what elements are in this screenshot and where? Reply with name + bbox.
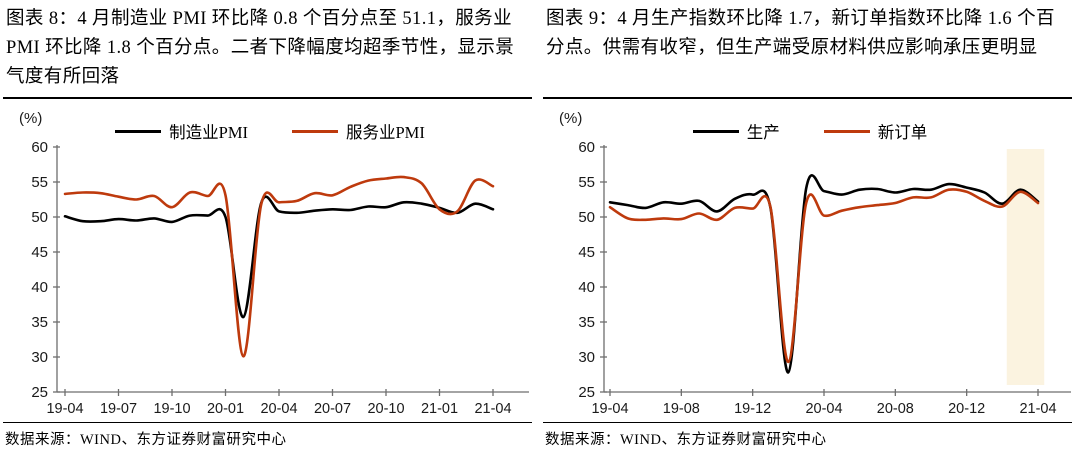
y-axis: 25 30 35 40 45 50 55 60 — [578, 139, 607, 401]
x-tick-label: 20-07 — [314, 401, 351, 416]
x-tick-label: 21-04 — [1019, 401, 1056, 416]
legend-label: 制造业PMI — [169, 123, 248, 142]
caption-divider — [543, 97, 1072, 99]
source-note: 数据来源：WIND、东方证券财富研究中心 — [545, 432, 827, 448]
x-tick-label: 20-10 — [367, 401, 404, 416]
y-axis-unit-label: (%) — [559, 110, 583, 127]
legend-item-manufacturing-pmi: 制造业PMI — [115, 119, 248, 143]
x-axis: 19-04 19-07 19-10 20-01 20-04 20-07 20-10 21-01… — [46, 389, 529, 416]
x-tick-label: 19-04 — [591, 401, 628, 416]
x-axis: 19-04 19-08 19-12 20-04 20-08 20-12 21-04 — [591, 389, 1071, 416]
source-divider — [543, 422, 1072, 423]
source-divider — [3, 422, 532, 423]
figure-8-caption: 图表 8：4 月制造业 PMI 环比降 0.8 个百分点至 51.1，服务业 P… — [6, 9, 515, 87]
y-tick-label: 30 — [31, 349, 48, 366]
source-note: 数据来源：WIND、东方证券财富研究中心 — [5, 432, 287, 448]
legend-line-swatch-black — [692, 129, 739, 133]
x-tick-label: 21-01 — [421, 401, 458, 416]
x-tick-label: 21-04 — [474, 401, 511, 416]
x-tick-label: 19-12 — [734, 401, 771, 416]
x-tick-label: 19-04 — [46, 401, 83, 416]
figure-9-chart-area: (%) 生产 新订单 25 30 35 40 45 50 55 60 19-04 19-08 19-… — [540, 98, 1080, 416]
legend-label: 生产 — [746, 123, 780, 142]
x-tick-label: 20-04 — [260, 401, 297, 416]
figure-9-line-chart: 25 30 35 40 45 50 55 60 19-04 19-08 19-12 20-04 20-0… — [578, 139, 1071, 416]
y-tick-label: 25 — [31, 384, 48, 401]
legend-label: 服务业PMI — [346, 123, 425, 142]
highlight-band — [1006, 149, 1045, 385]
y-tick-label: 35 — [578, 314, 595, 331]
figure-8-legend: 制造业PMI 服务业PMI — [0, 119, 540, 143]
y-tick-label: 55 — [578, 174, 595, 191]
y-axis-unit-label: (%) — [19, 110, 43, 127]
x-tick-label: 20-12 — [948, 401, 985, 416]
figure-8-line-chart: 25 30 35 40 45 50 55 60 19-04 19-07 19-10 20-01 20-0… — [31, 139, 529, 416]
legend-item-services-pmi: 服务业PMI — [292, 119, 425, 143]
figure-9-panel: 图表 9：4 月生产指数环比降 1.7，新订单指数环比降 1.6 个百分点。供需… — [540, 0, 1080, 462]
x-tick-label: 20-01 — [207, 401, 244, 416]
y-tick-label: 45 — [31, 244, 48, 261]
y-tick-label: 40 — [31, 279, 48, 296]
x-tick-label: 19-08 — [663, 401, 700, 416]
y-tick-label: 25 — [578, 384, 595, 401]
y-tick-label: 30 — [578, 349, 595, 366]
figure-8-chart-area: (%) 制造业PMI 服务业PMI 25 30 35 40 45 50 55 60 19-04 1… — [0, 98, 540, 416]
x-tick-label: 19-07 — [100, 401, 137, 416]
y-tick-label: 60 — [578, 139, 595, 156]
y-axis: 25 30 35 40 45 50 55 60 — [31, 139, 60, 401]
y-tick-label: 45 — [578, 244, 595, 261]
figure-9-caption: 图表 9：4 月生产指数环比降 1.7，新订单指数环比降 1.6 个百分点。供需… — [546, 9, 1055, 58]
series-line-0 — [63, 195, 495, 319]
figure-9-legend: 生产 新订单 — [540, 119, 1080, 143]
y-tick-label: 50 — [31, 209, 48, 226]
series-line-1 — [608, 188, 1040, 364]
legend-item-production: 生产 — [692, 119, 780, 143]
y-tick-label: 50 — [578, 209, 595, 226]
caption-divider — [3, 97, 532, 99]
y-tick-label: 35 — [31, 314, 48, 331]
legend-line-swatch-red — [292, 129, 338, 133]
series-line-0 — [608, 174, 1040, 374]
y-tick-label: 60 — [31, 139, 48, 156]
x-tick-label: 20-08 — [877, 401, 914, 416]
series-line-1 — [63, 175, 495, 358]
y-tick-label: 55 — [31, 174, 48, 191]
legend-item-new-orders: 新订单 — [823, 119, 928, 143]
legend-label: 新订单 — [877, 123, 928, 142]
legend-line-swatch-black — [115, 129, 162, 133]
y-tick-label: 40 — [578, 279, 595, 296]
legend-line-swatch-red — [823, 129, 870, 133]
x-tick-label: 19-10 — [153, 401, 190, 416]
figure-8-panel: 图表 8：4 月制造业 PMI 环比降 0.8 个百分点至 51.1，服务业 P… — [0, 9, 540, 448]
x-tick-label: 20-04 — [805, 401, 842, 416]
